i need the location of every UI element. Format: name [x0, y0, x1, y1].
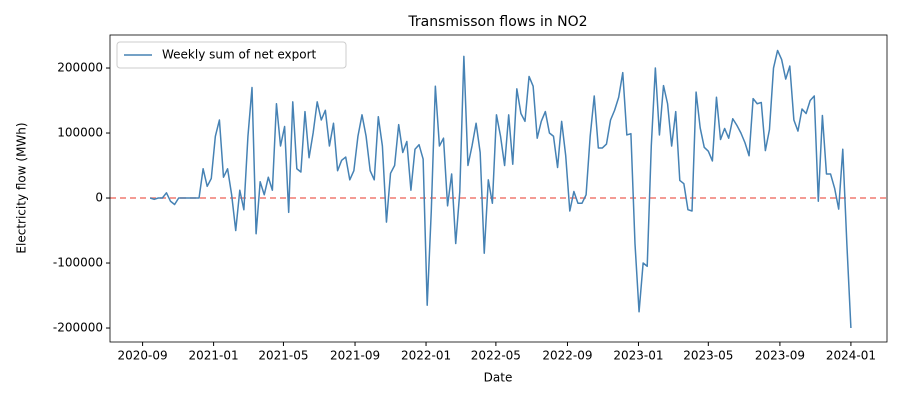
- y-tick-label: 100000: [57, 126, 103, 140]
- x-tick-label: 2022-01: [401, 349, 451, 363]
- x-tick-label: 2023-05: [683, 349, 733, 363]
- x-tick-label: 2021-01: [189, 349, 239, 363]
- x-tick-label: 2024-01: [826, 349, 876, 363]
- x-tick-label: 2022-09: [542, 349, 592, 363]
- x-tick-label: 2021-09: [330, 349, 380, 363]
- x-tick-label: 2023-01: [613, 349, 663, 363]
- x-tick-label: 2022-05: [471, 349, 521, 363]
- chart-title: Transmisson flows in NO2: [407, 14, 587, 30]
- y-tick-label: 200000: [57, 61, 103, 75]
- y-tick-label: 0: [95, 191, 103, 205]
- y-tick-label: -200000: [53, 321, 103, 335]
- y-axis-label: Electricity flow (MWh): [15, 122, 29, 253]
- y-tick-label: -100000: [53, 256, 103, 270]
- x-tick-label: 2020-09: [118, 349, 168, 363]
- plot-frame: [109, 34, 888, 343]
- data-line: [149, 49, 852, 329]
- x-tick-label: 2021-05: [258, 349, 308, 363]
- legend-label: Weekly sum of net export: [162, 48, 317, 62]
- x-tick-label: 2023-09: [755, 349, 805, 363]
- legend-box: [116, 41, 347, 69]
- x-axis-label: Date: [484, 371, 513, 385]
